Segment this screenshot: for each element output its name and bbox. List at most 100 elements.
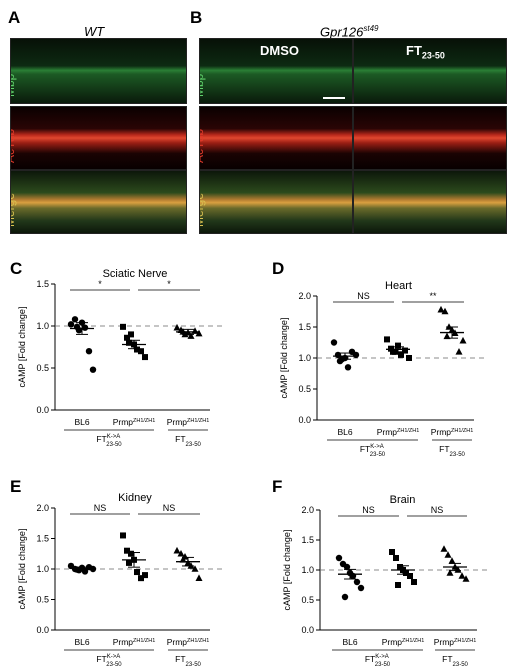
data-point-f-1-7 bbox=[395, 582, 401, 588]
group-sup-d-0: K->A bbox=[370, 444, 384, 450]
data-point-d-2-5 bbox=[455, 348, 463, 355]
data-point-e-2-5 bbox=[191, 565, 199, 572]
sig-label-d-0: NS bbox=[357, 291, 370, 301]
panel-b-title: Gpr126st49 bbox=[320, 24, 379, 40]
sig-label-d-1: ** bbox=[429, 291, 437, 301]
chart-title-c: Sciatic Nerve bbox=[103, 268, 168, 280]
panel-label-f: F bbox=[272, 477, 282, 496]
panel-label-b: B bbox=[190, 8, 203, 27]
x-tick-label-d-2: PrmpZH1/ZH1 bbox=[431, 427, 474, 437]
micrograph-mbp-wt: Mbp bbox=[10, 38, 187, 104]
x-tick-label-c-0: BL6 bbox=[74, 417, 89, 427]
data-point-c-0-1 bbox=[71, 316, 79, 323]
x-tick-label-f-0: BL6 bbox=[342, 637, 357, 647]
data-point-e-2-0 bbox=[173, 546, 181, 554]
panel-label-d: D bbox=[272, 259, 284, 278]
data-point-d-1-5 bbox=[402, 347, 408, 354]
data-point-c-1-1 bbox=[124, 334, 130, 341]
group-label-d-1: FT23-50 bbox=[439, 444, 465, 458]
y-tick-label-f-3: 1.5 bbox=[301, 535, 314, 545]
x-tick-label-d-1: PrmpZH1/ZH1 bbox=[377, 427, 420, 437]
data-point-f-2-6 bbox=[462, 575, 470, 582]
x-tick-sup-e-1: ZH1/ZH1 bbox=[133, 638, 155, 644]
chart-title-d: Heart bbox=[385, 280, 412, 292]
x-tick-label-c-1: PrmpZH1/ZH1 bbox=[113, 417, 156, 427]
data-point-d-0-4 bbox=[344, 364, 352, 371]
data-point-f-1-0 bbox=[389, 549, 395, 555]
micrograph-merge-ft: Merge bbox=[353, 170, 507, 234]
data-point-c-1-7 bbox=[126, 339, 132, 346]
group-sub-e-0: 23-50 bbox=[106, 662, 122, 667]
data-point-f-0-2 bbox=[343, 563, 351, 571]
data-point-c-0-4 bbox=[81, 324, 89, 331]
group-sup-c-0: K->A bbox=[107, 434, 121, 440]
sig-label-f-0: NS bbox=[362, 505, 375, 515]
data-point-f-0-0 bbox=[335, 554, 343, 562]
x-tick-label-d-0: BL6 bbox=[337, 427, 352, 437]
data-point-d-1-3 bbox=[395, 342, 401, 349]
x-tick-label-e-0: BL6 bbox=[74, 637, 89, 647]
y-tick-label-e-4: 2.0 bbox=[36, 503, 49, 513]
data-point-e-1-5 bbox=[138, 575, 144, 582]
group-label-f-0: FTK->A 23-50 bbox=[365, 654, 391, 667]
panel-label-c: C bbox=[10, 259, 22, 278]
data-point-c-1-4 bbox=[134, 346, 140, 353]
micrograph-mbp-dmso: Mbp DMSO bbox=[199, 38, 353, 104]
data-point-d-2-7 bbox=[443, 332, 451, 340]
y-tick-label-f-4: 2.0 bbox=[301, 505, 314, 515]
x-tick-label-e-1: PrmpZH1/ZH1 bbox=[113, 637, 156, 647]
data-point-c-1-6 bbox=[142, 354, 148, 361]
data-point-d-0-6 bbox=[352, 351, 360, 359]
ft-label: FT23-50 bbox=[406, 43, 445, 61]
data-point-f-2-4 bbox=[454, 566, 462, 573]
data-point-f-2-1 bbox=[444, 551, 452, 558]
y-tick-label-d-3: 1.5 bbox=[298, 322, 311, 332]
x-tick-label-f-2: PrmpZH1/ZH1 bbox=[434, 637, 477, 647]
group-sub-c-0: 23-50 bbox=[106, 442, 122, 448]
data-point-f-1-6 bbox=[411, 579, 417, 585]
micrograph-mbp-ft: MbpFT23-50 bbox=[353, 38, 507, 104]
group-label-e-1: FT23-50 bbox=[175, 654, 201, 667]
data-point-d-2-0 bbox=[437, 305, 445, 313]
y-tick-label-e-1: 0.5 bbox=[36, 595, 49, 605]
data-point-d-1-6 bbox=[406, 355, 412, 361]
group-label-e-0: FTK->A 23-50 bbox=[96, 654, 122, 667]
y-axis-label-f: cAMP [Fold change] bbox=[282, 530, 292, 611]
y-tick-label-e-0: 0.0 bbox=[36, 625, 49, 635]
data-point-e-1-0 bbox=[120, 532, 126, 539]
panel-label-e: E bbox=[10, 477, 21, 496]
data-point-c-1-0 bbox=[120, 323, 126, 330]
y-tick-label-c-3: 1.5 bbox=[36, 279, 49, 289]
micrograph-merge-wt: Merge bbox=[10, 170, 187, 234]
data-point-e-1-4 bbox=[134, 569, 140, 576]
data-point-f-2-7 bbox=[446, 569, 454, 576]
group-sub-e-1: 23-50 bbox=[186, 662, 202, 667]
y-tick-label-f-1: 0.5 bbox=[301, 595, 314, 605]
group-sub-d-0: 23-50 bbox=[370, 452, 386, 458]
y-tick-label-c-1: 0.5 bbox=[36, 363, 49, 373]
data-point-c-1-2 bbox=[128, 331, 134, 338]
data-point-f-2-5 bbox=[458, 572, 466, 579]
data-point-f-0-6 bbox=[357, 584, 365, 592]
data-point-c-2-6 bbox=[195, 329, 203, 337]
group-sub-f-1: 23-50 bbox=[453, 662, 469, 667]
panel-label-a: A bbox=[8, 8, 21, 27]
micrograph-merge-dmso: Merge bbox=[199, 170, 353, 234]
data-point-e-2-1 bbox=[177, 549, 185, 557]
y-axis-label-e: cAMP [Fold change] bbox=[17, 529, 27, 610]
data-point-c-2-0 bbox=[173, 323, 181, 331]
scale-bar bbox=[323, 97, 345, 99]
data-point-d-1-0 bbox=[384, 336, 390, 343]
y-tick-label-e-3: 1.5 bbox=[36, 534, 49, 544]
group-sup-f-0: K->A bbox=[375, 654, 389, 660]
y-tick-label-f-0: 0.0 bbox=[301, 625, 314, 635]
data-point-d-0-0 bbox=[330, 339, 338, 346]
x-tick-sup-d-1: ZH1/ZH1 bbox=[397, 428, 419, 434]
group-label-d-0: FTK->A 23-50 bbox=[360, 444, 386, 458]
data-point-c-0-0 bbox=[67, 321, 75, 328]
micrograph-actub-dmso: AcTub bbox=[199, 106, 353, 170]
group-sub-d-1: 23-50 bbox=[450, 452, 466, 458]
sig-label-e-1: NS bbox=[163, 503, 176, 513]
data-point-c-0-6 bbox=[89, 366, 97, 373]
data-point-e-2-7 bbox=[179, 556, 187, 563]
